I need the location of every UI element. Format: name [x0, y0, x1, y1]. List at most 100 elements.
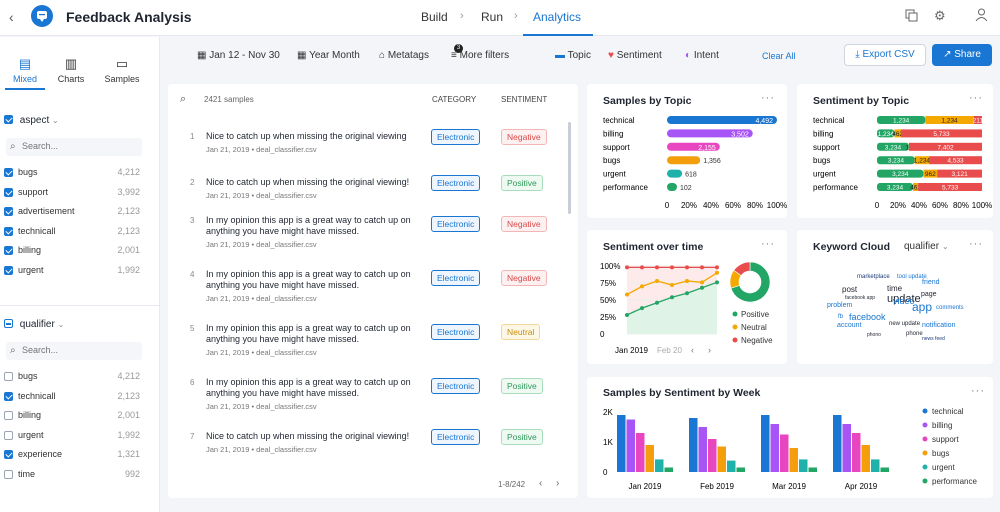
- data-point[interactable]: [715, 280, 719, 285]
- bar[interactable]: [667, 142, 720, 151]
- stacked-bar-segment[interactable]: [929, 156, 982, 165]
- filter-item[interactable]: billing 2,001: [4, 243, 140, 259]
- filter-item[interactable]: billing 2,001: [4, 408, 140, 424]
- filter-checkbox[interactable]: [4, 391, 13, 401]
- stacked-bar-segment[interactable]: [877, 169, 924, 178]
- bar[interactable]: [667, 156, 701, 165]
- qualifier-filter-header[interactable]: qualifier ⌄: [4, 318, 64, 330]
- filter-item[interactable]: technicall 2,123: [4, 389, 140, 405]
- keyword[interactable]: friend: [922, 279, 940, 286]
- data-point[interactable]: [655, 265, 659, 270]
- bar[interactable]: [667, 183, 677, 191]
- bar[interactable]: [799, 459, 808, 472]
- data-point[interactable]: [685, 291, 689, 296]
- more-icon[interactable]: ···: [761, 92, 775, 104]
- more-icon[interactable]: ···: [971, 385, 985, 397]
- stacked-bar-segment[interactable]: [914, 156, 930, 165]
- copy-icon[interactable]: [905, 9, 918, 25]
- donut-slice[interactable]: [733, 261, 751, 276]
- bar[interactable]: [645, 445, 655, 472]
- list-item[interactable]: 2 Nice to catch up when missing the origi…: [168, 170, 568, 222]
- tab-analytics[interactable]: Analytics: [533, 10, 582, 24]
- data-point[interactable]: [685, 278, 689, 283]
- keyword-filter-dropdown[interactable]: qualifier ⌄: [904, 241, 949, 252]
- qualifier-checkbox[interactable]: [4, 319, 13, 328]
- share-button[interactable]: ↗ Share: [932, 44, 992, 66]
- bar[interactable]: [689, 418, 698, 472]
- data-point[interactable]: [625, 292, 629, 297]
- search-icon[interactable]: ⌕: [180, 93, 187, 105]
- stacked-bar-segment[interactable]: [925, 116, 974, 124]
- bar[interactable]: [655, 459, 664, 472]
- filter-checkbox[interactable]: [4, 207, 13, 216]
- stacked-bar-segment[interactable]: [877, 142, 909, 151]
- keyword[interactable]: update: [887, 293, 921, 305]
- filter-item[interactable]: time 992: [4, 467, 140, 483]
- data-point[interactable]: [640, 265, 644, 270]
- filter-item[interactable]: bugs 4,212: [4, 165, 140, 181]
- qualifier-search[interactable]: ⌕: [6, 342, 142, 360]
- data-point[interactable]: [700, 265, 704, 270]
- stacked-bar-segment[interactable]: [900, 129, 982, 138]
- bar[interactable]: [727, 460, 736, 472]
- view-mixed[interactable]: ▤ Mixed: [0, 56, 50, 84]
- bar[interactable]: [636, 433, 645, 472]
- filter-checkbox[interactable]: [4, 469, 13, 479]
- keyword[interactable]: time: [887, 284, 903, 293]
- bar[interactable]: [789, 448, 799, 472]
- keyword[interactable]: new update: [889, 321, 921, 327]
- bar[interactable]: [698, 427, 708, 472]
- filter-item[interactable]: technicall 2,123: [4, 224, 140, 240]
- more-filters-button[interactable]: 3 ≡ More filters: [451, 44, 509, 61]
- keyword[interactable]: video: [893, 296, 915, 306]
- bar[interactable]: [617, 415, 626, 472]
- prev-page-icon[interactable]: ‹: [539, 478, 543, 489]
- filter-item[interactable]: bugs 4,212: [4, 369, 140, 385]
- aspect-filter-header[interactable]: aspect ⌄: [4, 114, 59, 126]
- stacked-bar-segment[interactable]: [877, 183, 914, 191]
- granularity-filter[interactable]: ▦ Year Month: [297, 50, 360, 61]
- intent-toggle[interactable]: ◐ Intent: [685, 50, 719, 61]
- bar[interactable]: [871, 459, 880, 472]
- filter-checkbox[interactable]: [4, 450, 13, 459]
- data-point[interactable]: [700, 280, 704, 285]
- data-point[interactable]: [715, 265, 719, 270]
- data-point[interactable]: [655, 300, 659, 305]
- bar[interactable]: [833, 415, 842, 472]
- metatags-filter[interactable]: ⌂ Metatags: [379, 50, 429, 61]
- topic-toggle[interactable]: ▬ Topic: [555, 50, 591, 61]
- sentiment-toggle[interactable]: ♥ Sentiment: [608, 50, 662, 61]
- more-icon[interactable]: ···: [761, 238, 775, 250]
- keyword[interactable]: post: [842, 285, 858, 294]
- bar[interactable]: [667, 116, 777, 124]
- data-point[interactable]: [700, 285, 704, 290]
- filter-checkbox[interactable]: [4, 430, 13, 440]
- settings-icon[interactable]: ⚙: [934, 8, 946, 23]
- view-samples[interactable]: ▭ Samples: [97, 56, 147, 84]
- keyword[interactable]: fb: [838, 314, 844, 320]
- next-icon[interactable]: ›: [708, 345, 711, 355]
- bar[interactable]: [761, 415, 770, 472]
- stacked-bar-segment[interactable]: [877, 129, 895, 138]
- filter-checkbox[interactable]: [4, 246, 13, 255]
- more-icon[interactable]: ···: [969, 238, 983, 250]
- bar[interactable]: [880, 467, 890, 473]
- stacked-bar-segment[interactable]: [923, 169, 938, 178]
- filter-item[interactable]: advertisement 2,123: [4, 204, 140, 220]
- bar[interactable]: [808, 467, 818, 473]
- list-item[interactable]: 5 In my opinion this app is a great way t…: [168, 316, 568, 368]
- export-csv-button[interactable]: ⤓ Export CSV: [844, 44, 926, 66]
- aspect-search[interactable]: ⌕: [6, 138, 142, 156]
- bar[interactable]: [861, 445, 871, 472]
- bar[interactable]: [708, 439, 717, 472]
- filter-item[interactable]: experience 1,321: [4, 447, 140, 463]
- bar[interactable]: [780, 434, 789, 473]
- donut-slice[interactable]: [730, 261, 771, 303]
- back-icon[interactable]: ‹: [9, 9, 14, 25]
- keyword[interactable]: page: [921, 291, 937, 298]
- list-item[interactable]: 3 In my opinion this app is a great way t…: [168, 208, 568, 260]
- list-item[interactable]: 1 Nice to catch up when missing the origi…: [168, 124, 568, 176]
- keyword[interactable]: problem: [827, 302, 853, 309]
- filter-checkbox[interactable]: [4, 372, 13, 381]
- clear-all-link[interactable]: Clear All: [762, 51, 796, 61]
